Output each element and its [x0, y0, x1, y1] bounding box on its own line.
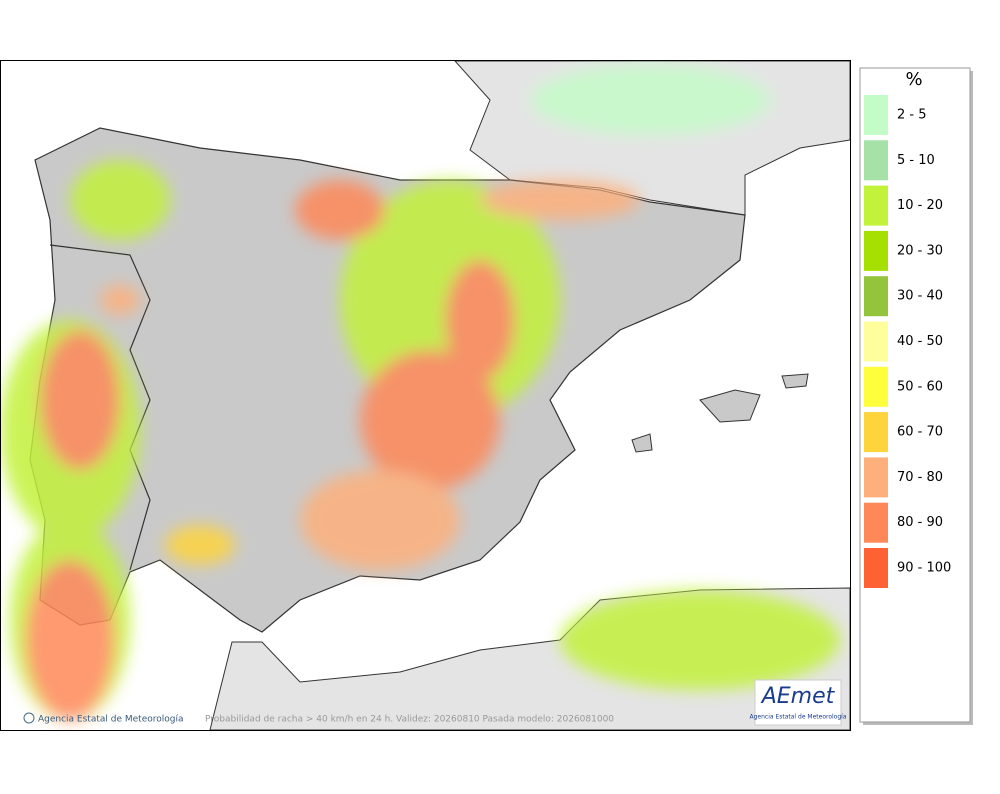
- legend-label: 10 - 20: [897, 198, 943, 213]
- legend-swatch: [864, 321, 888, 362]
- legend-swatch: [864, 502, 888, 543]
- legend-label: 2 - 5: [897, 108, 927, 123]
- legend-swatch: [864, 185, 888, 226]
- legend-swatch: [864, 548, 888, 588]
- logo-box: [754, 679, 842, 726]
- legend-items: 2 - 5 5 - 10 10 - 20 20 - 30 30 - 40 40 - 50 5…: [864, 95, 951, 588]
- caption: Probabilidad de racha > 40 km/h en 24 h.…: [205, 715, 614, 725]
- probability-field: [1, 65, 840, 720]
- border-portugal: [49, 244, 151, 571]
- legend-label: 80 - 90: [897, 515, 943, 530]
- ibiza: [631, 433, 653, 453]
- mallorca: [699, 389, 761, 423]
- legend-label: 40 - 50: [897, 334, 943, 349]
- legend-label: 90 - 100: [897, 561, 951, 576]
- logo-subtitle: Agencia Estatal de Meteorología: [750, 714, 847, 721]
- map-area: AEmet Agencia Estatal de Meteorología Ag…: [1, 61, 850, 730]
- map-frame: [0, 60, 851, 731]
- legend-title: %: [905, 69, 922, 90]
- legend-label: 20 - 30: [897, 243, 943, 258]
- credit: Agencia Estatal de Meteorología: [38, 715, 184, 725]
- logo-name: AEmet: [760, 684, 836, 709]
- menorca: [781, 373, 809, 389]
- legend-label: 30 - 40: [897, 289, 943, 304]
- legend-swatch: [864, 276, 888, 317]
- legend-swatch: [864, 140, 888, 181]
- legend-label: 50 - 60: [897, 379, 943, 394]
- legend-swatch: [864, 230, 888, 271]
- legend-swatch: [864, 412, 888, 453]
- credit-icon: [23, 712, 35, 724]
- legend-label: 5 - 10: [897, 153, 935, 168]
- legend-label: 60 - 70: [897, 425, 943, 440]
- legend-swatch: [864, 366, 888, 407]
- legend-swatch: [864, 457, 888, 498]
- legend-label: 70 - 80: [897, 470, 943, 485]
- legend-swatch: [864, 95, 888, 135]
